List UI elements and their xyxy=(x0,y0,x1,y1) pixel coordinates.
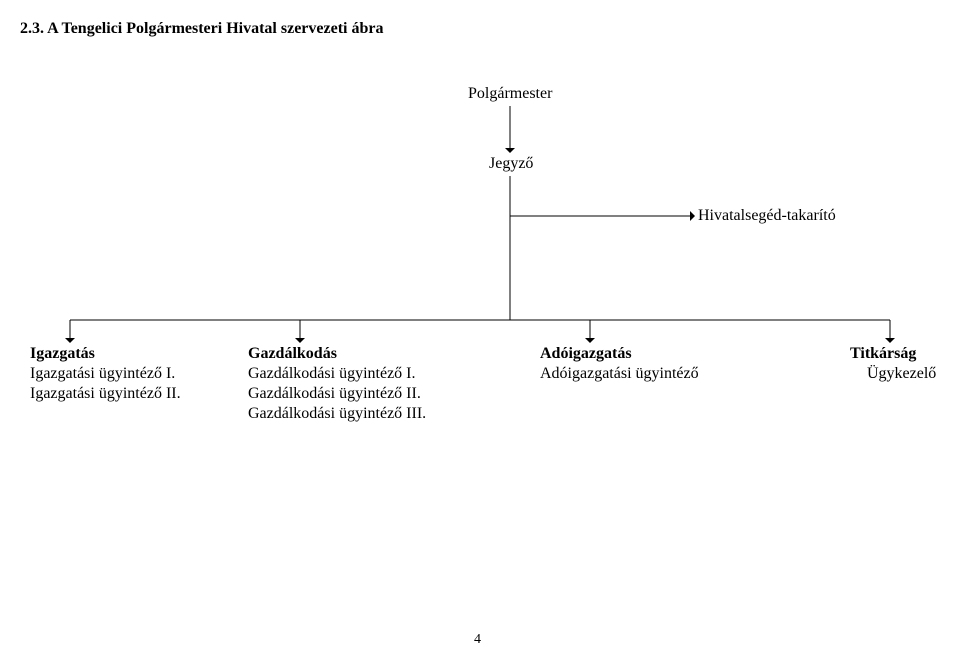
col-gazdalkodas-header: Gazdálkodás xyxy=(248,345,337,363)
col-adoigazgatas-line1: Adóigazgatási ügyintéző xyxy=(540,365,699,383)
node-hivatalseged: Hivatalsegéd-takarító xyxy=(698,207,836,225)
page-number: 4 xyxy=(474,632,481,648)
col-gazdalkodas-line1: Gazdálkodási ügyintéző I. xyxy=(248,365,416,383)
col-igazgatas-header: Igazgatás xyxy=(30,345,95,363)
col-igazgatas-line1: Igazgatási ügyintéző I. xyxy=(30,365,175,383)
col-adoigazgatas-header: Adóigazgatás xyxy=(540,345,632,363)
col-igazgatas-line2: Igazgatási ügyintéző II. xyxy=(30,385,181,403)
node-jegyzo: Jegyző xyxy=(489,155,533,173)
col-titkarsag-line1: Ügykezelő xyxy=(867,365,936,383)
node-polgarmester: Polgármester xyxy=(468,85,552,103)
page-title: 2.3. A Tengelici Polgármesteri Hivatal s… xyxy=(20,20,383,38)
col-gazdalkodas-line3: Gazdálkodási ügyintéző III. xyxy=(248,405,426,423)
col-titkarsag-header: Titkárság xyxy=(850,345,916,363)
col-gazdalkodas-line2: Gazdálkodási ügyintéző II. xyxy=(248,385,421,403)
